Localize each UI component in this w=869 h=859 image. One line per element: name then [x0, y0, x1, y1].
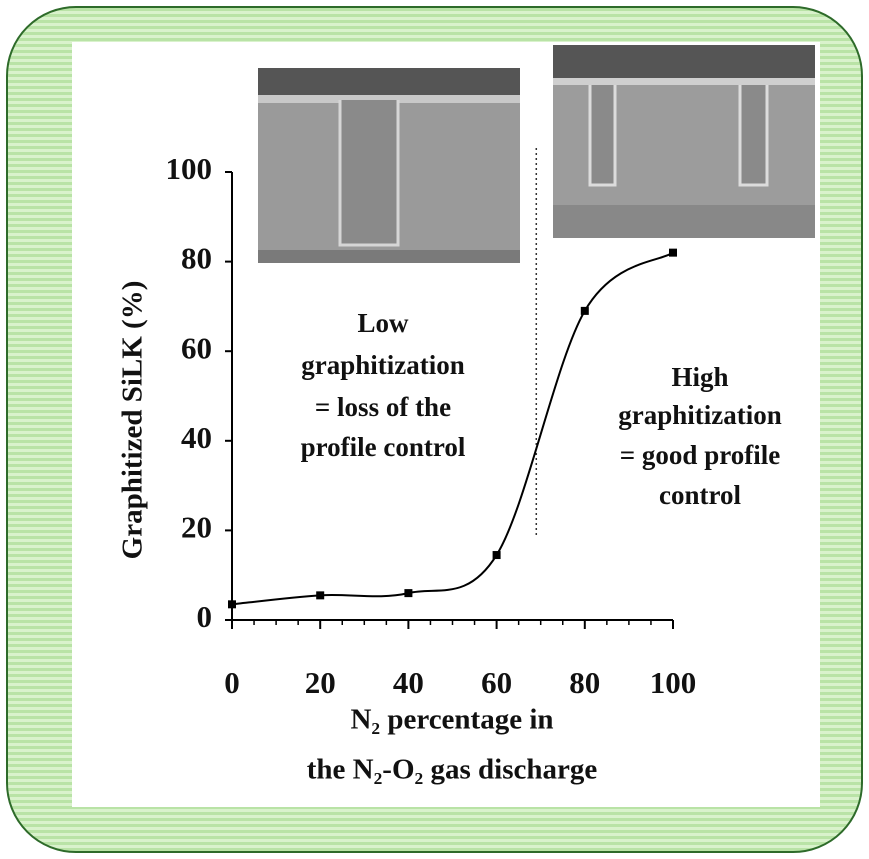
data-point — [581, 307, 589, 315]
data-point — [404, 589, 412, 597]
y-tick-label: 20 — [181, 510, 212, 545]
y-tick-label: 80 — [181, 241, 212, 276]
x-tick-label: 0 — [224, 665, 240, 700]
annotation: graphitization — [618, 400, 782, 430]
sem-image-left — [258, 68, 520, 263]
y-tick-label: 60 — [181, 330, 212, 365]
x-axis-label: the N₂-O₂ gas discharge — [307, 754, 598, 786]
data-point — [669, 249, 677, 257]
annotation: = good profile — [620, 440, 780, 470]
annotation: Low — [357, 308, 409, 338]
data-point — [228, 600, 236, 608]
y-tick-label: 100 — [166, 151, 213, 186]
x-axis-label: N₂ percentage in — [350, 704, 553, 736]
data-point — [316, 591, 324, 599]
x-tick-label: 80 — [569, 665, 600, 700]
curve — [232, 253, 673, 605]
y-tick-label: 0 — [197, 599, 213, 634]
annotation: control — [659, 480, 741, 510]
annotation: profile control — [301, 432, 466, 462]
page: {"chart_data": {"type": "line", "y_label… — [0, 0, 869, 859]
x-tick-label: 40 — [393, 665, 424, 700]
y-tick-label: 40 — [181, 420, 212, 455]
x-tick-label: 20 — [305, 665, 336, 700]
annotation: graphitization — [301, 350, 465, 380]
x-tick-label: 60 — [481, 665, 512, 700]
annotation: = loss of the — [315, 392, 451, 422]
data-point — [493, 551, 501, 559]
chart: Graphitized SiLK (%) N₂ percentage in th… — [0, 0, 869, 859]
sem-image-right — [553, 45, 815, 238]
x-tick-label: 100 — [650, 665, 697, 700]
y-axis-label: Graphitized SiLK (%) — [117, 281, 149, 560]
annotation: High — [671, 362, 728, 392]
